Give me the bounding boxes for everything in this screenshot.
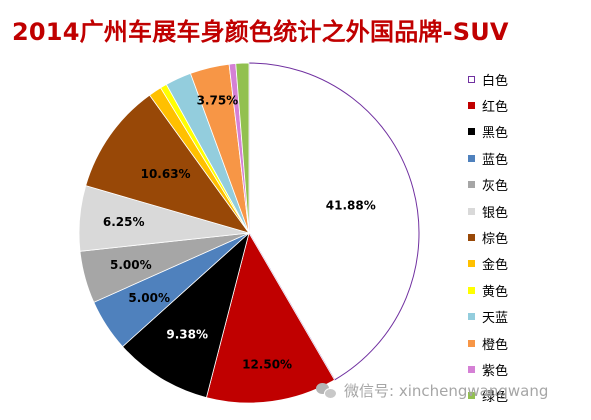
watermark-text: 微信号: xinchengwangwang (344, 382, 549, 400)
legend-label: 灰色 (482, 179, 509, 195)
legend-item-白色: 白色 (468, 66, 508, 92)
legend-swatch (468, 154, 475, 162)
legend-label: 红色 (482, 100, 509, 116)
legend-label: 棕色 (482, 232, 509, 248)
pie-label-灰色: 5.00% (110, 258, 152, 272)
legend-swatch (468, 75, 475, 83)
legend-label: 蓝色 (482, 152, 509, 168)
legend-swatch (468, 313, 475, 321)
pie-label-橙色: 3.75% (197, 94, 239, 108)
legend-item-蓝色: 蓝色 (468, 145, 508, 171)
pie-label-红色: 12.50% (242, 357, 292, 371)
legend-label: 白色 (482, 73, 509, 89)
legend-item-绿色: 绿色 (468, 383, 508, 409)
legend-swatch (468, 286, 475, 294)
legend-item-黄色: 黄色 (468, 277, 508, 303)
legend-label: 黑色 (482, 126, 509, 142)
legend-label: 紫色 (482, 363, 509, 379)
legend-swatch (468, 128, 475, 136)
legend-item-橙色: 橙色 (468, 330, 508, 356)
legend-item-红色: 红色 (468, 92, 508, 118)
legend-swatch (468, 260, 475, 268)
legend-item-灰色: 灰色 (468, 172, 508, 198)
wechat-icon (316, 382, 337, 399)
legend-swatch (468, 102, 475, 110)
legend-label: 绿色 (482, 390, 509, 406)
legend-swatch (468, 365, 475, 373)
pie-label-棕色: 10.63% (141, 167, 191, 181)
legend-label: 金色 (482, 258, 509, 274)
legend-swatch (468, 234, 475, 242)
pie-slice-绿色 (235, 62, 250, 234)
legend-item-金色: 金色 (468, 251, 508, 277)
chart-title: 2014广州车展车身颜色统计之外国品牌-SUV (12, 18, 509, 46)
legend-item-黑色: 黑色 (468, 119, 508, 145)
pie-slice-白色 (248, 62, 420, 381)
pie-data-labels: 41.88% 12.50% 9.38% 5.00% 5.00% 6.25% 10.63% 3.… (103, 94, 376, 372)
legend-item-棕色: 棕色 (468, 224, 508, 250)
legend-swatch (468, 392, 475, 400)
legend-swatch (468, 181, 475, 189)
legend-label: 银色 (482, 205, 509, 221)
watermark: 微信号: xinchengwangwang (316, 380, 548, 401)
pie-label-银色: 6.25% (103, 215, 145, 229)
legend-label: 橙色 (482, 337, 509, 353)
pie-label-白色: 41.88% (326, 199, 376, 213)
legend-item-银色: 银色 (468, 198, 508, 224)
pie-slices (78, 62, 420, 404)
legend-label: 黄色 (482, 284, 509, 300)
pie-label-蓝色: 5.00% (128, 291, 170, 305)
pie-label-黑色: 9.38% (166, 328, 208, 342)
legend-swatch (468, 339, 475, 347)
legend-swatch (468, 207, 475, 215)
chart-legend: 白色红色黑色蓝色灰色银色棕色金色黄色天蓝橙色紫色绿色 (468, 66, 508, 409)
legend-label: 天蓝 (482, 311, 509, 327)
pie-slice-黑色 (121, 231, 250, 399)
pie-slice-棕色 (85, 94, 251, 234)
legend-item-天蓝: 天蓝 (468, 304, 508, 330)
legend-item-紫色: 紫色 (468, 356, 508, 382)
